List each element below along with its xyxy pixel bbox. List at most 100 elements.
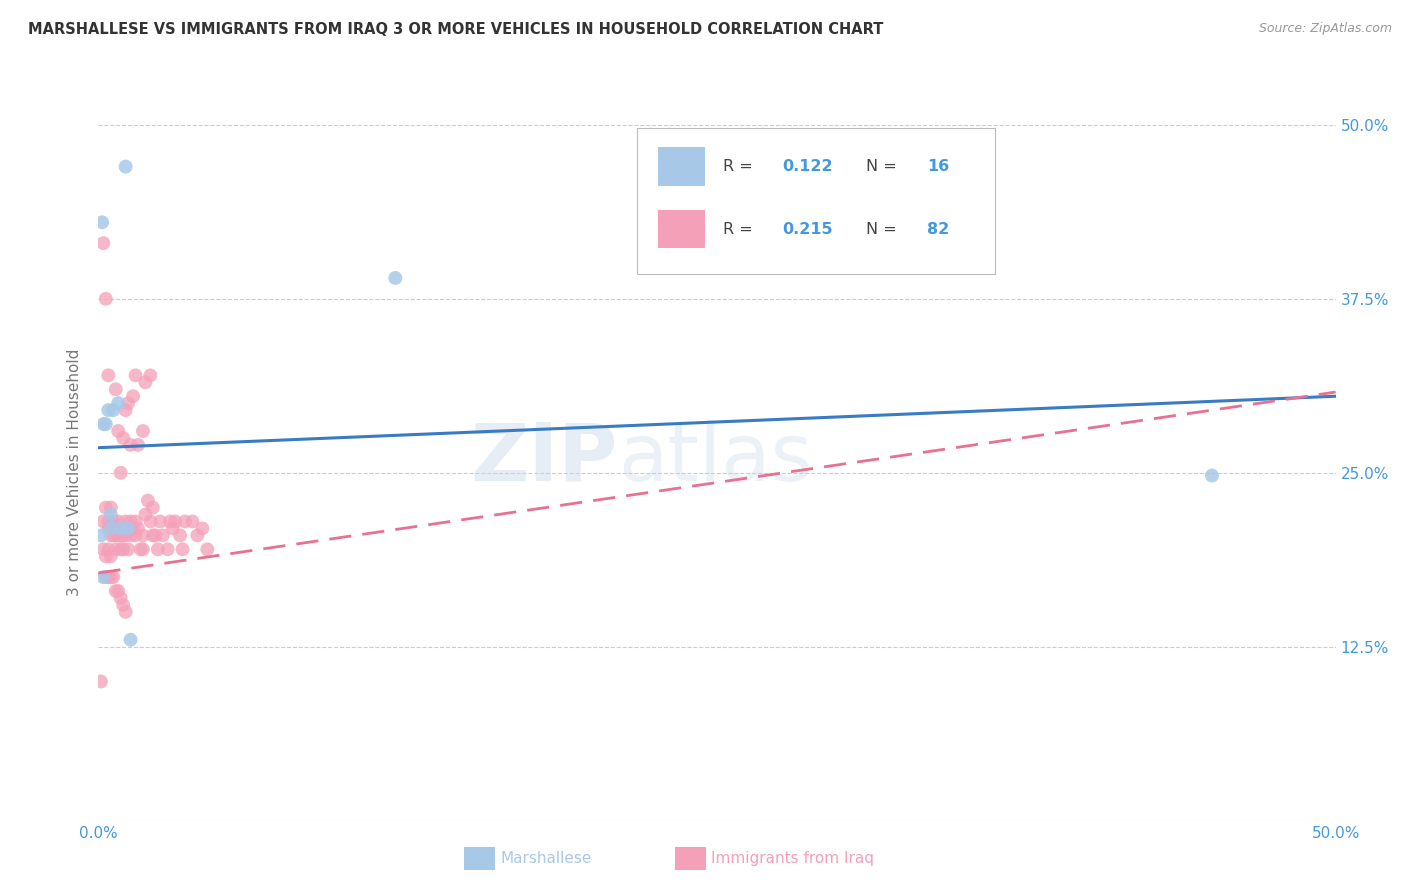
Point bbox=[120, 515, 142, 529]
Point bbox=[93, 515, 115, 529]
Point bbox=[114, 515, 136, 529]
Point bbox=[94, 292, 117, 306]
Point bbox=[134, 508, 156, 522]
Point bbox=[127, 521, 149, 535]
Point bbox=[104, 382, 127, 396]
Point bbox=[384, 271, 406, 285]
Point bbox=[114, 605, 136, 619]
FancyBboxPatch shape bbox=[637, 128, 995, 275]
Point bbox=[90, 674, 112, 689]
Point bbox=[156, 542, 179, 557]
Point bbox=[1201, 468, 1223, 483]
Point bbox=[132, 424, 155, 438]
Point bbox=[97, 368, 120, 383]
Point bbox=[122, 389, 145, 403]
Point bbox=[124, 368, 146, 383]
Point bbox=[122, 521, 145, 535]
Point bbox=[112, 542, 135, 557]
Point bbox=[110, 542, 132, 557]
Point bbox=[149, 515, 172, 529]
Point bbox=[94, 570, 117, 584]
Point bbox=[97, 570, 120, 584]
Point bbox=[100, 570, 122, 584]
Point bbox=[104, 584, 127, 599]
FancyBboxPatch shape bbox=[658, 147, 704, 186]
Point bbox=[94, 417, 117, 431]
Point bbox=[91, 215, 114, 229]
Point bbox=[181, 515, 204, 529]
Point bbox=[165, 515, 187, 529]
Point bbox=[103, 528, 125, 542]
Point bbox=[103, 515, 125, 529]
Point bbox=[191, 521, 214, 535]
Text: Source: ZipAtlas.com: Source: ZipAtlas.com bbox=[1258, 22, 1392, 36]
Point bbox=[100, 508, 122, 522]
Point bbox=[132, 528, 155, 542]
Y-axis label: 3 or more Vehicles in Household: 3 or more Vehicles in Household bbox=[67, 349, 83, 597]
Text: 0.122: 0.122 bbox=[783, 159, 834, 174]
Text: 0.215: 0.215 bbox=[783, 222, 834, 236]
Point bbox=[93, 236, 115, 251]
Point bbox=[100, 500, 122, 515]
Text: Marshallese: Marshallese bbox=[501, 852, 592, 866]
Point bbox=[93, 542, 115, 557]
Point bbox=[132, 542, 155, 557]
Point bbox=[117, 521, 139, 535]
Point bbox=[107, 521, 129, 535]
Point bbox=[107, 584, 129, 599]
Point bbox=[195, 542, 218, 557]
Point bbox=[97, 515, 120, 529]
Text: R =: R = bbox=[723, 222, 758, 236]
Point bbox=[100, 528, 122, 542]
Point bbox=[139, 368, 162, 383]
Point bbox=[112, 598, 135, 612]
Point bbox=[114, 528, 136, 542]
Point bbox=[172, 542, 194, 557]
Text: 82: 82 bbox=[928, 222, 949, 236]
Point bbox=[94, 549, 117, 564]
Text: Immigrants from Iraq: Immigrants from Iraq bbox=[711, 852, 875, 866]
Point bbox=[174, 515, 197, 529]
Point bbox=[103, 403, 125, 417]
FancyBboxPatch shape bbox=[658, 211, 704, 248]
Point bbox=[110, 521, 132, 535]
Point bbox=[169, 528, 191, 542]
Text: atlas: atlas bbox=[619, 420, 813, 498]
Point bbox=[110, 528, 132, 542]
Point bbox=[114, 160, 136, 174]
Point bbox=[143, 528, 166, 542]
Point bbox=[134, 376, 156, 390]
Point bbox=[110, 591, 132, 605]
Point bbox=[100, 521, 122, 535]
Point bbox=[104, 542, 127, 557]
Point bbox=[142, 528, 165, 542]
Point bbox=[186, 528, 208, 542]
Point bbox=[136, 493, 159, 508]
Point bbox=[90, 528, 112, 542]
Point bbox=[117, 396, 139, 410]
Text: ZIP: ZIP bbox=[471, 420, 619, 498]
Point bbox=[100, 549, 122, 564]
Point bbox=[124, 528, 146, 542]
Point bbox=[93, 570, 115, 584]
Point bbox=[142, 500, 165, 515]
Point bbox=[159, 515, 181, 529]
Text: N =: N = bbox=[866, 222, 901, 236]
Point bbox=[120, 438, 142, 452]
Point bbox=[107, 396, 129, 410]
Point bbox=[117, 521, 139, 535]
Point bbox=[124, 515, 146, 529]
Point bbox=[97, 521, 120, 535]
Text: 16: 16 bbox=[928, 159, 949, 174]
Point bbox=[103, 570, 125, 584]
Point bbox=[103, 515, 125, 529]
Point bbox=[120, 528, 142, 542]
Point bbox=[139, 515, 162, 529]
Point bbox=[107, 424, 129, 438]
Point bbox=[112, 431, 135, 445]
Point bbox=[107, 515, 129, 529]
Point bbox=[104, 528, 127, 542]
Point bbox=[120, 632, 142, 647]
Point bbox=[100, 521, 122, 535]
Point bbox=[97, 542, 120, 557]
